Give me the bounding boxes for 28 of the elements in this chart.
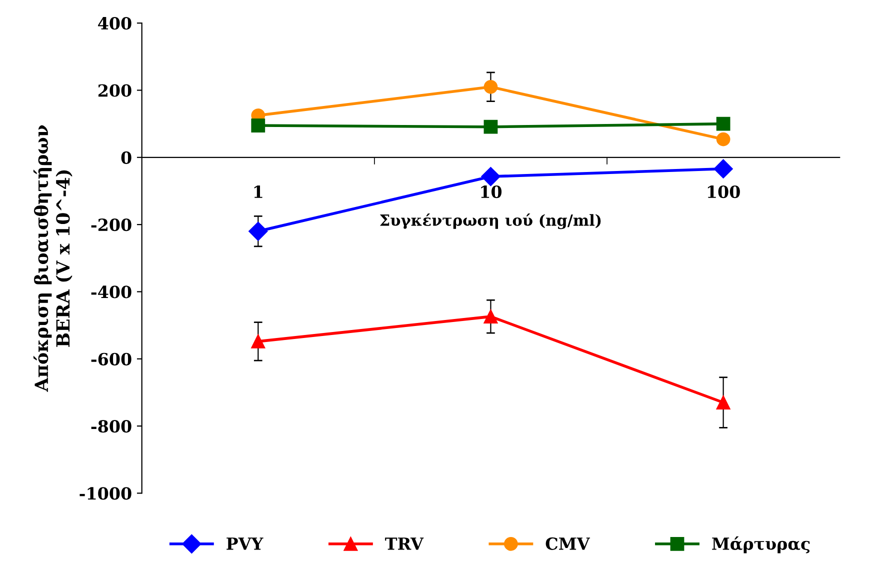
- y-tick-label: 0: [121, 151, 132, 164]
- y-tick-label: 400: [98, 17, 132, 30]
- x-tick-label: 1: [254, 185, 262, 198]
- x-tick-label: 100: [708, 185, 740, 198]
- legend-label: Μάρτυρας: [712, 536, 810, 554]
- y-tick-label: -600: [91, 352, 132, 366]
- point: [716, 116, 730, 131]
- legend-label: PVY: [226, 538, 264, 550]
- x-tick-label: 10: [481, 185, 502, 198]
- point: [484, 310, 498, 324]
- y-axis-title: Απόκριση βιοαισθητήρων BERA (V x 10^-4): [33, 125, 72, 392]
- point: [251, 118, 266, 132]
- point: [714, 159, 733, 178]
- point: [251, 334, 266, 348]
- point: [248, 222, 268, 241]
- x-axis-title: Συγκέντρωση ιού (ng/ml): [380, 213, 601, 230]
- y-tick-label: -800: [91, 420, 132, 433]
- point: [716, 132, 730, 146]
- y-tick-label: -400: [91, 286, 132, 298]
- y-tick-label: -200: [91, 218, 132, 232]
- point: [716, 396, 730, 410]
- legend-label: CMV: [546, 537, 590, 550]
- point: [481, 167, 500, 186]
- y-tick-label: -1000: [80, 487, 132, 500]
- point: [484, 80, 498, 94]
- point: [484, 120, 498, 134]
- legend-label: TRV: [385, 538, 424, 550]
- y-tick-label: 200: [98, 84, 132, 97]
